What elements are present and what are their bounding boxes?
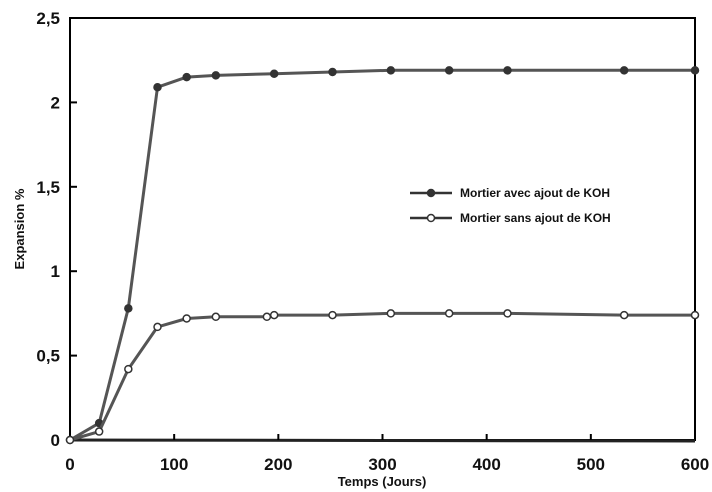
- data-point: [619, 310, 629, 320]
- legend-marker-sans: [426, 213, 436, 223]
- legend-marker-avec: [426, 188, 436, 198]
- data-point: [328, 67, 337, 77]
- data-point: [444, 66, 454, 75]
- data-point: [386, 309, 396, 318]
- x-tick-label: 400: [472, 455, 500, 474]
- legend: Mortier avec ajout de KOH Mortier sans a…: [410, 186, 611, 225]
- x-tick-label: 500: [577, 455, 605, 474]
- legend-entry-avec: Mortier avec ajout de KOH: [410, 186, 610, 200]
- plot-frame: [69, 17, 696, 441]
- x-tick-label: 0: [65, 455, 74, 474]
- data-point: [328, 310, 337, 320]
- data-point: [503, 309, 512, 318]
- x-tick-label: 300: [368, 455, 396, 474]
- y-tick-label: 0: [51, 431, 60, 450]
- baseline-line: [69, 438, 696, 443]
- data-point: [211, 312, 221, 322]
- data-point: [269, 69, 279, 78]
- series-sans-koh: [65, 309, 700, 445]
- data-point: [262, 312, 272, 322]
- series-layer: [65, 66, 700, 445]
- legend-label-avec: Mortier avec ajout de KOH: [460, 186, 610, 200]
- data-point: [690, 66, 700, 75]
- data-point: [386, 66, 396, 75]
- x-tick-label: 600: [681, 455, 709, 474]
- legend-entry-sans: Mortier sans ajout de KOH: [410, 211, 611, 225]
- data-point: [65, 435, 75, 445]
- y-axis: 0 0,5 1 1,5 2 2,5: [36, 9, 77, 450]
- data-point: [124, 304, 133, 313]
- data-point: [153, 82, 162, 92]
- data-point: [182, 72, 191, 82]
- x-tick-label: 100: [160, 455, 188, 474]
- y-tick-label: 1,5: [36, 178, 60, 197]
- x-axis-title: Temps (Jours): [338, 474, 427, 489]
- data-point: [153, 322, 162, 332]
- y-tick-label: 2,5: [36, 9, 60, 28]
- y-tick-label: 2: [51, 93, 60, 112]
- series-line: [69, 68, 695, 442]
- x-tick-label: 200: [264, 455, 292, 474]
- x-axis: 0 100 200 300 400 500 600: [65, 434, 709, 474]
- data-point: [182, 314, 191, 323]
- y-tick-label: 1: [51, 262, 60, 281]
- legend-label-sans: Mortier sans ajout de KOH: [460, 211, 611, 225]
- data-point: [503, 66, 512, 75]
- y-axis-title: Expansion %: [12, 188, 27, 269]
- data-point: [619, 66, 629, 75]
- data-point: [444, 309, 454, 318]
- y-tick-label: 0,5: [36, 347, 60, 366]
- data-point: [94, 427, 104, 436]
- data-point: [124, 364, 133, 374]
- series-avec-koh: [65, 66, 700, 445]
- data-point: [690, 310, 700, 320]
- data-point: [269, 310, 279, 320]
- series-line: [69, 311, 695, 442]
- data-point: [211, 71, 221, 80]
